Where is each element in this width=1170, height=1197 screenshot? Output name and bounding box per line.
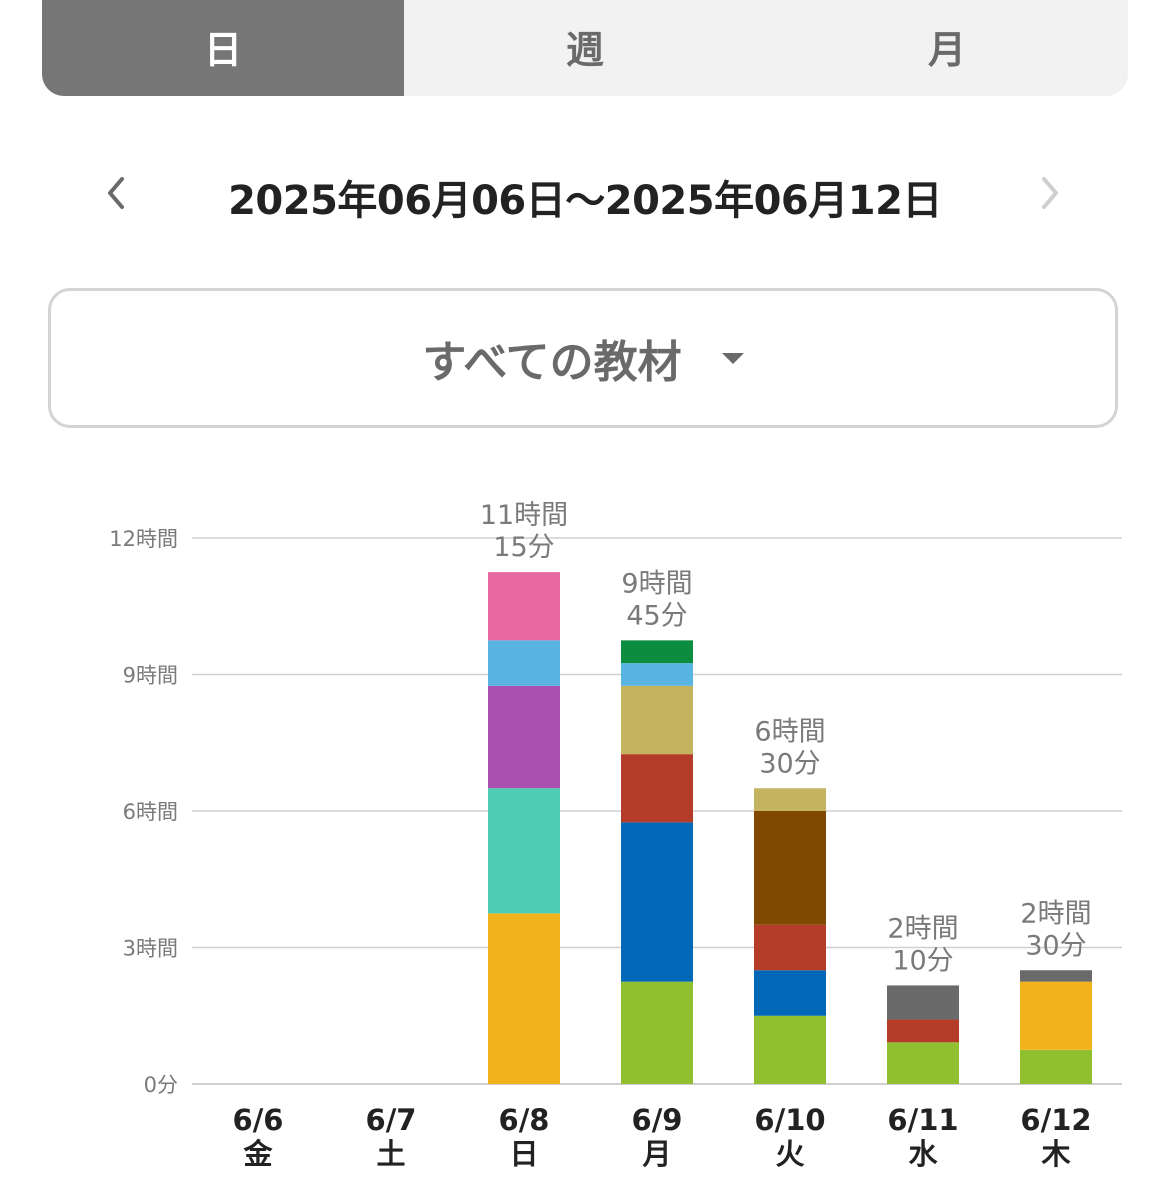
x-weekday-label: 木	[1040, 1137, 1070, 1171]
bar-total-hours-label: 9時間	[621, 568, 692, 599]
bar-segment	[621, 685, 693, 755]
material-filter-label: すべての教材	[422, 337, 682, 388]
bar-segment	[887, 1019, 959, 1043]
tab-day[interactable]: 日	[42, 0, 404, 96]
bar-segment	[621, 640, 693, 664]
date-range-nav: 2025年06月06日〜2025年06月12日	[0, 150, 1170, 240]
bar-segment	[621, 663, 693, 686]
bar-segment	[754, 970, 826, 1016]
bar-total-hours-label: 2時間	[1020, 898, 1091, 929]
bar-total-minutes-label: 45分	[626, 600, 687, 631]
bar-total-minutes-label: 10分	[892, 945, 953, 976]
chevron-right-icon	[1042, 177, 1058, 209]
x-date-label: 6/10	[754, 1103, 825, 1137]
bar-segment	[621, 822, 693, 982]
bar-total-minutes-label: 30分	[1025, 930, 1086, 961]
bar-segment	[754, 924, 826, 971]
period-tabs: 日 週 月	[42, 0, 1128, 96]
x-weekday-label: 火	[775, 1137, 804, 1171]
x-date-label: 6/7	[366, 1103, 417, 1137]
bar-segment	[887, 1042, 959, 1084]
x-date-label: 6/12	[1020, 1103, 1091, 1137]
y-tick-label: 6時間	[123, 800, 178, 824]
bar-segment	[488, 685, 560, 789]
bar-total-minutes-label: 15分	[493, 532, 554, 563]
bar-segment	[488, 788, 560, 914]
x-weekday-label: 水	[908, 1137, 938, 1171]
x-date-label: 6/8	[499, 1103, 550, 1137]
bar-segment	[887, 985, 959, 1020]
bar-segment	[754, 811, 826, 925]
bar-total-hours-label: 6時間	[754, 716, 825, 747]
x-date-label: 6/11	[887, 1103, 958, 1137]
bar-segment	[1020, 981, 1092, 1050]
bar-segment	[754, 788, 826, 811]
y-tick-label: 12時間	[109, 527, 178, 551]
tab-week[interactable]: 週	[565, 27, 604, 72]
x-date-label: 6/9	[632, 1103, 683, 1137]
y-tick-label: 9時間	[123, 664, 178, 688]
y-tick-label: 0分	[144, 1073, 178, 1097]
bar-segment	[621, 981, 693, 1084]
bar-segment	[488, 640, 560, 686]
bar-segment	[1020, 970, 1092, 982]
bar-total-hours-label: 11時間	[480, 500, 568, 531]
previous-range-button[interactable]	[96, 168, 136, 218]
x-weekday-label: 月	[641, 1137, 671, 1171]
bar-segment	[488, 572, 560, 641]
bar-total-hours-label: 2時間	[887, 913, 958, 944]
next-range-button[interactable]	[1030, 168, 1070, 218]
tab-month[interactable]: 月	[927, 27, 966, 72]
x-weekday-label: 日	[509, 1137, 538, 1171]
bar-segment	[754, 1015, 826, 1084]
x-date-label: 6/6	[233, 1103, 284, 1137]
date-range-label: 2025年06月06日〜2025年06月12日	[228, 178, 942, 224]
bar-segment	[1020, 1049, 1092, 1084]
bar-total-minutes-label: 30分	[759, 748, 820, 779]
study-time-chart: 0分3時間6時間9時間12時間11時間15分9時間45分6時間30分2時間10分…	[109, 500, 1122, 1171]
material-filter-dropdown[interactable]: すべての教材	[48, 288, 1118, 428]
x-weekday-label: 金	[242, 1137, 273, 1171]
bar-segment	[621, 754, 693, 823]
y-tick-label: 3時間	[123, 937, 178, 961]
chevron-left-icon	[108, 177, 124, 209]
x-weekday-label: 土	[376, 1137, 405, 1171]
caret-down-icon	[721, 352, 744, 364]
bar-segment	[488, 913, 560, 1084]
